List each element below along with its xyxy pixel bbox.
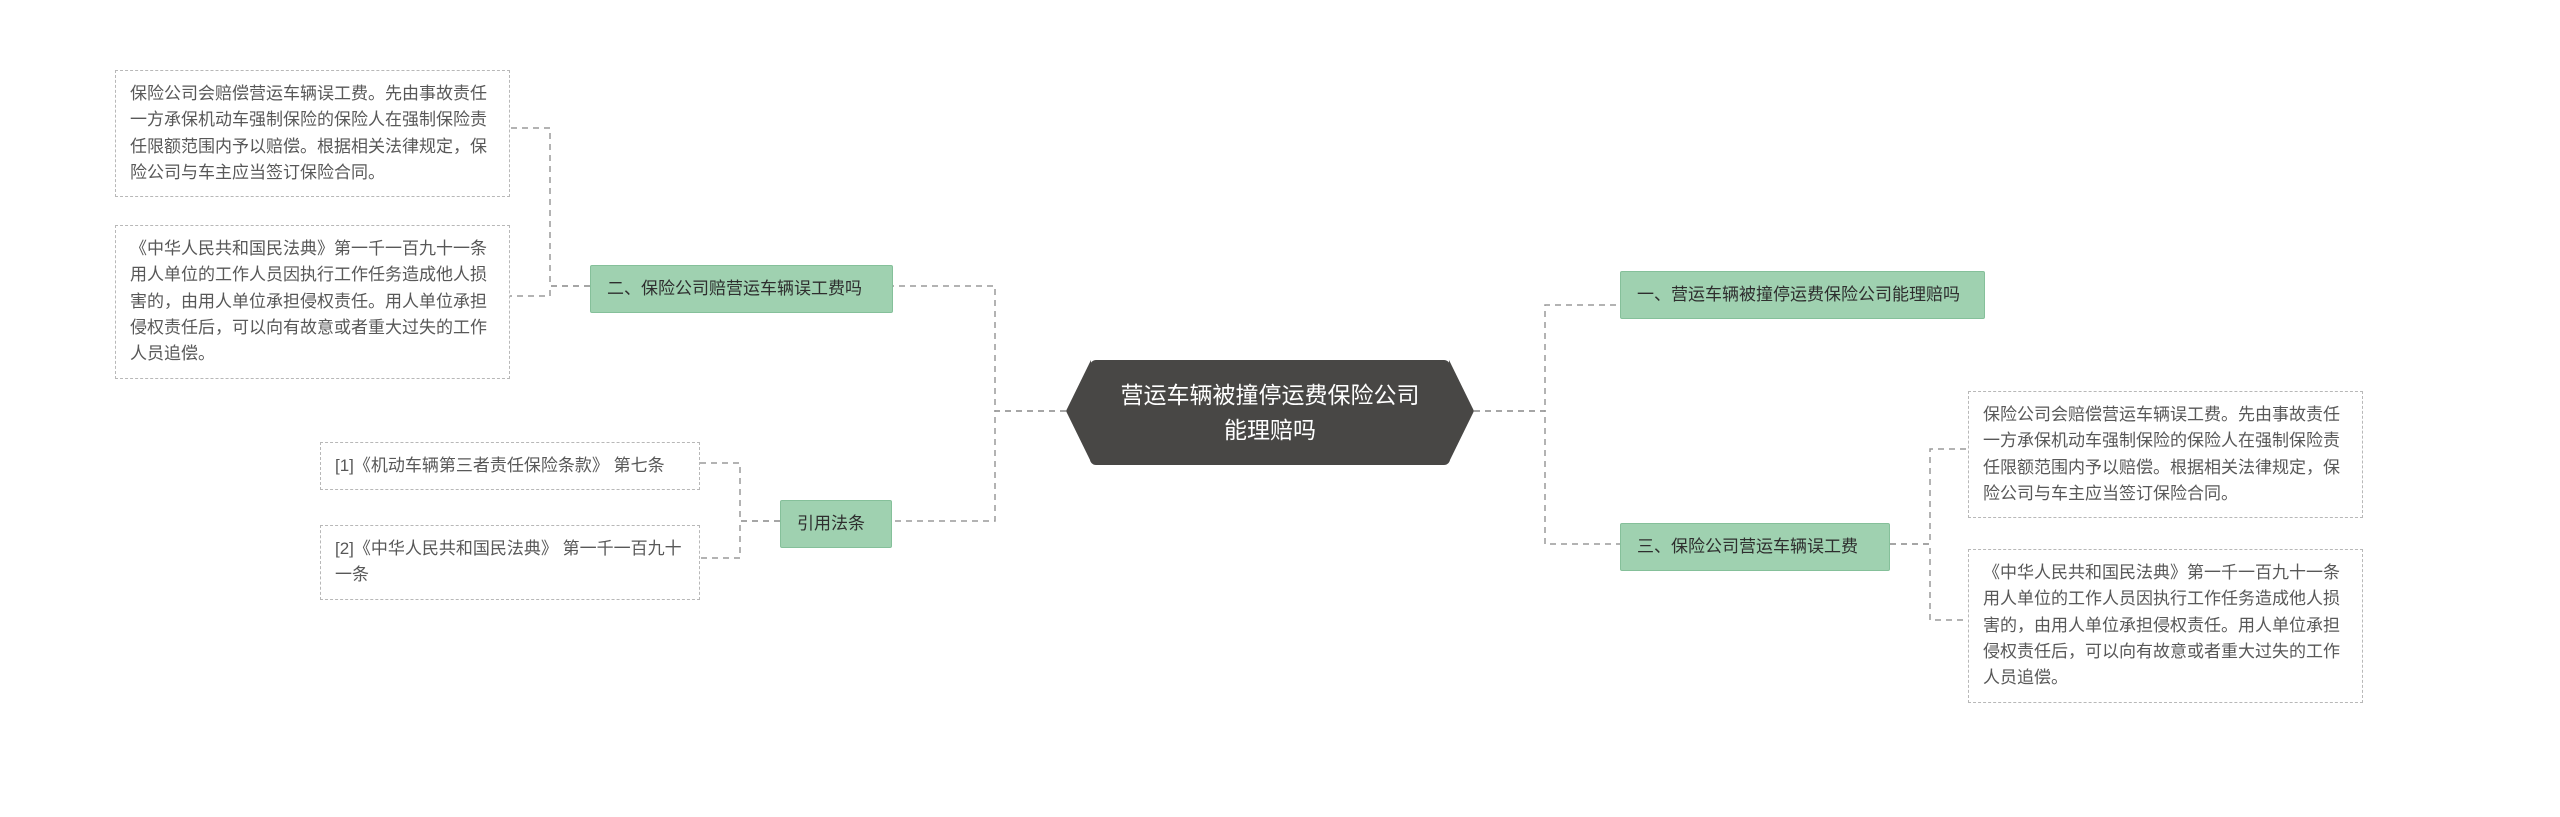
leaf-note: 保险公司会赔偿营运车辆误工费。先由事故责任一方承保机动车强制保险的保险人在强制保… (1968, 391, 2363, 518)
leaf-citation: [1]《机动车辆第三者责任保险条款》 第七条 (320, 442, 700, 490)
leaf-text: 《中华人民共和国民法典》第一千一百九十一条用人单位的工作人员因执行工作任务造成他… (1983, 563, 2340, 687)
branch-section-3: 三、保险公司营运车辆误工费 (1620, 523, 1890, 571)
leaf-citation: [2]《中华人民共和国民法典》 第一千一百九十一条 (320, 525, 700, 600)
leaf-note: 保险公司会赔偿营运车辆误工费。先由事故责任一方承保机动车强制保险的保险人在强制保… (115, 70, 510, 197)
center-topic: 营运车辆被撞停运费保险公司能理赔吗 (1090, 360, 1450, 465)
leaf-text: 保险公司会赔偿营运车辆误工费。先由事故责任一方承保机动车强制保险的保险人在强制保… (1983, 405, 2340, 503)
leaf-text: 《中华人民共和国民法典》第一千一百九十一条用人单位的工作人员因执行工作任务造成他… (130, 239, 487, 363)
leaf-text: [1]《机动车辆第三者责任保险条款》 第七条 (335, 456, 665, 475)
center-label: 营运车辆被撞停运费保险公司能理赔吗 (1121, 382, 1420, 443)
branch-label: 一、营运车辆被撞停运费保险公司能理赔吗 (1637, 285, 1960, 304)
branch-label: 三、保险公司营运车辆误工费 (1637, 537, 1858, 556)
leaf-note: 《中华人民共和国民法典》第一千一百九十一条用人单位的工作人员因执行工作任务造成他… (1968, 549, 2363, 703)
branch-label: 引用法条 (797, 514, 865, 533)
branch-section-1: 一、营运车辆被撞停运费保险公司能理赔吗 (1620, 271, 1985, 319)
branch-label: 二、保险公司赔营运车辆误工费吗 (607, 279, 862, 298)
leaf-note: 《中华人民共和国民法典》第一千一百九十一条用人单位的工作人员因执行工作任务造成他… (115, 225, 510, 379)
leaf-text: 保险公司会赔偿营运车辆误工费。先由事故责任一方承保机动车强制保险的保险人在强制保… (130, 84, 487, 182)
leaf-text: [2]《中华人民共和国民法典》 第一千一百九十一条 (335, 539, 682, 584)
branch-section-2: 二、保险公司赔营运车辆误工费吗 (590, 265, 893, 313)
branch-citations: 引用法条 (780, 500, 892, 548)
